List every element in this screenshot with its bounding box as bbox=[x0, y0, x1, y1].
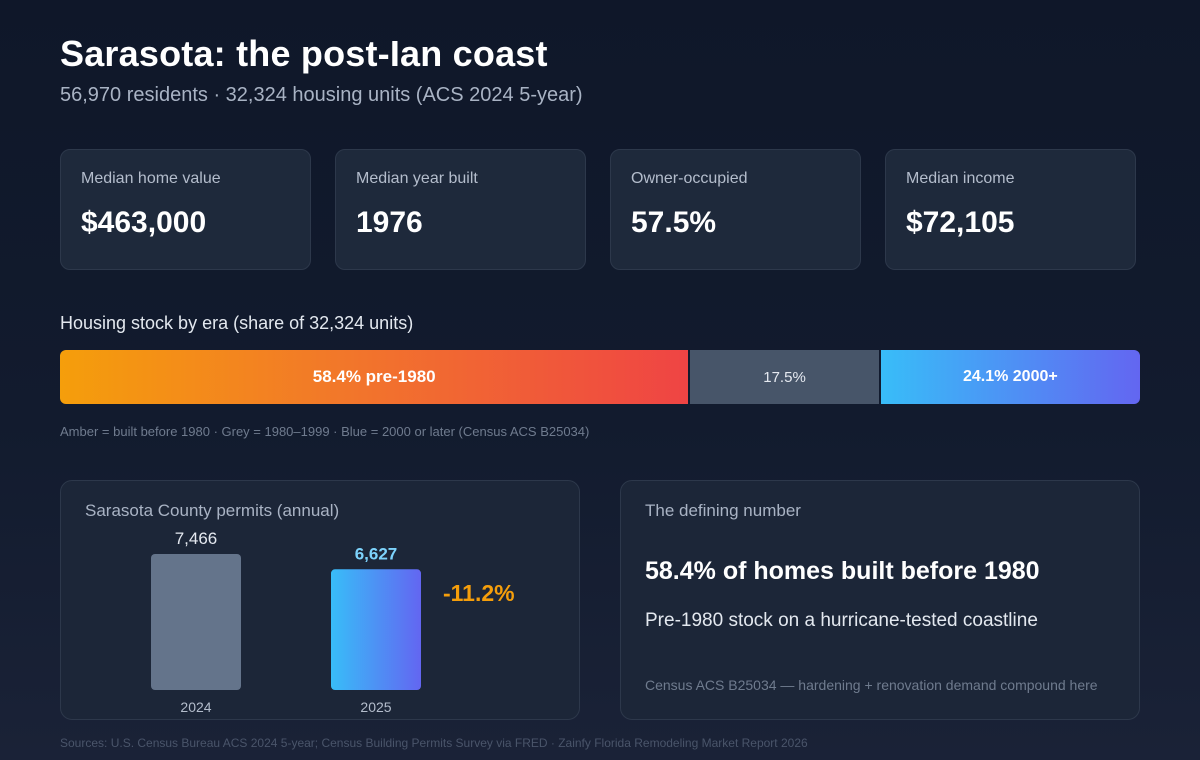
kpi-value: $463,000 bbox=[81, 206, 207, 239]
page-title: Sarasota: the post-Ian coast bbox=[60, 33, 548, 74]
kpi-card-median-income: Median income $72,105 bbox=[885, 149, 1136, 270]
era-segment-2000-plus: 24.1% 2000+ bbox=[880, 350, 1140, 404]
kpi-label: Median income bbox=[906, 170, 1015, 187]
kpi-value: 57.5% bbox=[631, 206, 717, 239]
permits-panel-title: Sarasota County permits (annual) bbox=[85, 501, 340, 520]
permits-change-label: -11.2% bbox=[443, 580, 515, 606]
permits-value-label-2025: 6,627 bbox=[355, 544, 398, 563]
era-segment-1980-1999: 17.5% bbox=[690, 350, 879, 404]
kpi-label: Owner-occupied bbox=[631, 170, 748, 187]
housing-era-title: Housing stock by era (share of 32,324 un… bbox=[60, 313, 414, 333]
defining-number-note: Census ACS B25034 — hardening + renovati… bbox=[645, 677, 1098, 693]
defining-number-subtitle: Pre-1980 stock on a hurricane-tested coa… bbox=[645, 610, 1038, 631]
kpi-card-median-year-built: Median year built 1976 bbox=[335, 149, 586, 270]
permits-bar-2024 bbox=[151, 554, 241, 690]
defining-number-panel: The defining number 58.4% of homes built… bbox=[620, 480, 1140, 720]
kpi-label: Median home value bbox=[81, 170, 221, 187]
era-segment-pre-1980: 58.4% pre-1980 bbox=[60, 350, 689, 404]
kpi-value: $72,105 bbox=[906, 206, 1015, 239]
page-subtitle: 56,970 residents · 32,324 housing units … bbox=[60, 84, 583, 106]
kpi-card-median-home-value: Median home value $463,000 bbox=[60, 149, 311, 270]
permits-value-label-2024: 7,466 bbox=[175, 529, 218, 548]
permits-panel: Sarasota County permits (annual) 7,466 20… bbox=[60, 480, 580, 720]
permits-category-label-2024: 2024 bbox=[180, 699, 211, 715]
housing-era-legend: Amber = built before 1980 · Grey = 1980–… bbox=[60, 424, 590, 439]
kpi-card-owner-occupied: Owner-occupied 57.5% bbox=[610, 149, 861, 270]
housing-era-stacked-bar: 58.4% pre-1980 17.5% 24.1% 2000+ bbox=[60, 350, 1140, 404]
kpi-row: Median home value $463,000 Median year b… bbox=[60, 149, 1136, 270]
permits-bar-chart: 7,466 2024 6,627 2025 bbox=[151, 529, 421, 715]
kpi-label: Median year built bbox=[356, 170, 478, 187]
defining-number-stat: 58.4% of homes built before 1980 bbox=[645, 557, 1040, 585]
sources-footnote: Sources: U.S. Census Bureau ACS 2024 5-y… bbox=[60, 736, 808, 750]
defining-number-title: The defining number bbox=[645, 501, 801, 520]
kpi-value: 1976 bbox=[356, 206, 423, 239]
permits-category-label-2025: 2025 bbox=[360, 699, 391, 715]
permits-bar-2025 bbox=[331, 569, 421, 690]
